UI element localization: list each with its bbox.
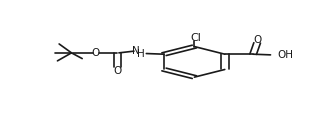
Text: OH: OH — [277, 50, 293, 60]
Text: H: H — [137, 49, 145, 59]
Text: O: O — [253, 35, 261, 45]
Text: Cl: Cl — [191, 33, 201, 43]
Text: O: O — [113, 66, 121, 76]
Text: N: N — [132, 46, 140, 56]
Text: O: O — [92, 48, 100, 58]
